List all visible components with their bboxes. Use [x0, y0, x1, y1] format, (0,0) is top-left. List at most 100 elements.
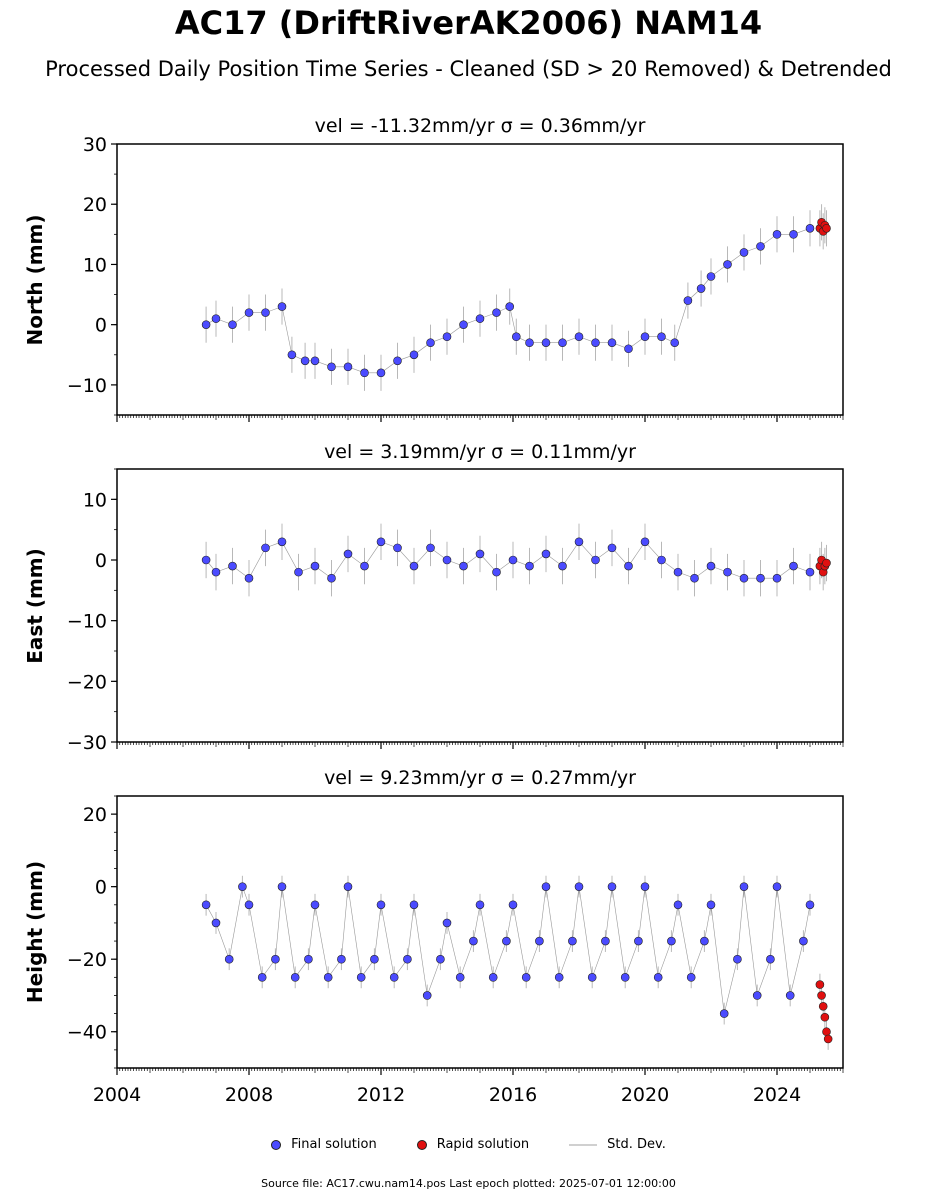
x-tick-label: 2012 — [357, 1084, 405, 1106]
legend-label-rapid: Rapid solution — [436, 1137, 530, 1152]
final-point — [323, 973, 333, 982]
series-trace — [205, 228, 811, 374]
final-point — [422, 991, 432, 1000]
y-tick-label: 20 — [83, 804, 107, 826]
final-point — [541, 549, 551, 559]
chart-subtitle: Processed Daily Position Time Series - C… — [45, 57, 892, 81]
final-point — [670, 338, 680, 348]
final-point — [376, 900, 386, 910]
rapid-point — [822, 558, 831, 568]
x-tick-label: 2004 — [93, 1084, 141, 1106]
final-point — [244, 900, 254, 910]
final-point — [211, 918, 221, 928]
final-point — [287, 350, 297, 360]
legend-label-final: Final solution — [291, 1137, 377, 1152]
timeseries-figure: vel = -11.32mm/yr σ = 0.36mm/yr North (mm… — [23, 115, 844, 1106]
final-point — [360, 561, 369, 571]
final-point — [277, 882, 287, 891]
final-point — [201, 555, 211, 565]
rapid-point — [822, 224, 831, 233]
y-tick-label: −10 — [67, 611, 107, 633]
rapid-point — [818, 1002, 828, 1011]
legend: Final solution Rapid solution Std. Dev. — [0, 1137, 937, 1152]
final-point — [310, 561, 320, 571]
final-point — [640, 537, 650, 547]
rapid-point — [820, 1012, 830, 1022]
final-point — [211, 567, 221, 577]
source-footer: Source file: AC17.cwu.nam14.pos Last epo… — [261, 1177, 676, 1190]
y-axis-label: North (mm) — [23, 214, 47, 345]
legend-label-stddev: Std. Dev. — [607, 1137, 666, 1152]
final-point — [739, 882, 749, 891]
final-point — [475, 549, 485, 559]
final-point — [475, 900, 485, 910]
legend-marker-rapid — [416, 1139, 427, 1150]
final-point — [277, 537, 287, 547]
final-point — [261, 543, 270, 553]
y-tick-label: −40 — [67, 1022, 107, 1044]
final-point — [356, 973, 366, 982]
rapid-point — [815, 980, 825, 989]
final-point — [574, 882, 584, 891]
final-point — [502, 936, 511, 946]
final-point — [789, 230, 798, 239]
rapid-point — [823, 1034, 833, 1044]
final-point — [442, 918, 452, 928]
final-point — [436, 954, 445, 964]
final-point — [574, 537, 584, 547]
final-point — [752, 991, 762, 1000]
final-point — [469, 936, 478, 946]
y-tick-label: 10 — [83, 254, 107, 276]
final-point — [343, 549, 353, 559]
final-point — [785, 991, 795, 1000]
final-point — [211, 314, 221, 323]
final-point — [805, 900, 815, 910]
plot-frame — [116, 795, 844, 1069]
panel-1: vel = -11.32mm/yr σ = 0.36mm/yr North (mm… — [23, 115, 844, 422]
data-layer — [201, 204, 831, 391]
final-point — [511, 332, 521, 342]
final-point — [667, 936, 676, 946]
final-point — [640, 882, 650, 891]
data-layer — [201, 523, 831, 597]
final-point — [521, 973, 531, 982]
final-point — [261, 308, 270, 317]
final-point — [294, 567, 303, 577]
rapid-point — [817, 991, 826, 1000]
final-point — [277, 302, 287, 311]
final-point — [587, 973, 597, 982]
y-tick-label: 30 — [83, 134, 107, 156]
final-point — [525, 561, 534, 571]
final-point — [271, 954, 280, 964]
x-tick-label: 2008 — [225, 1084, 273, 1106]
final-point — [554, 973, 564, 982]
panel-3: vel = 9.23mm/yr σ = 0.27mm/yr Height (mm)… — [23, 767, 844, 1106]
final-point — [789, 561, 798, 571]
y-tick-label: −20 — [67, 671, 107, 693]
x-tick-label: 2020 — [621, 1084, 669, 1106]
legend-item-stddev: Std. Dev. — [569, 1137, 666, 1152]
final-point — [426, 543, 435, 553]
final-point — [673, 900, 683, 910]
final-point — [310, 900, 320, 910]
final-point — [475, 314, 485, 323]
final-point — [683, 296, 693, 305]
plot-frame — [116, 143, 844, 416]
final-point — [772, 882, 782, 891]
final-point — [492, 567, 501, 577]
y-tick-label: 0 — [95, 315, 107, 337]
final-point — [620, 973, 630, 982]
y-tick-label: 0 — [95, 877, 107, 899]
final-point — [624, 561, 633, 571]
y-tick-label: 0 — [95, 550, 107, 572]
y-axis-label: Height (mm) — [23, 861, 47, 1003]
final-point — [541, 338, 551, 348]
final-point — [343, 882, 353, 891]
y-tick-label: −10 — [67, 375, 107, 397]
final-point — [535, 936, 544, 946]
legend-marker-final — [271, 1139, 282, 1150]
y-tick-label: −30 — [67, 732, 107, 754]
x-tick-label: 2024 — [753, 1084, 801, 1106]
final-point — [300, 356, 310, 366]
final-point — [591, 555, 600, 565]
